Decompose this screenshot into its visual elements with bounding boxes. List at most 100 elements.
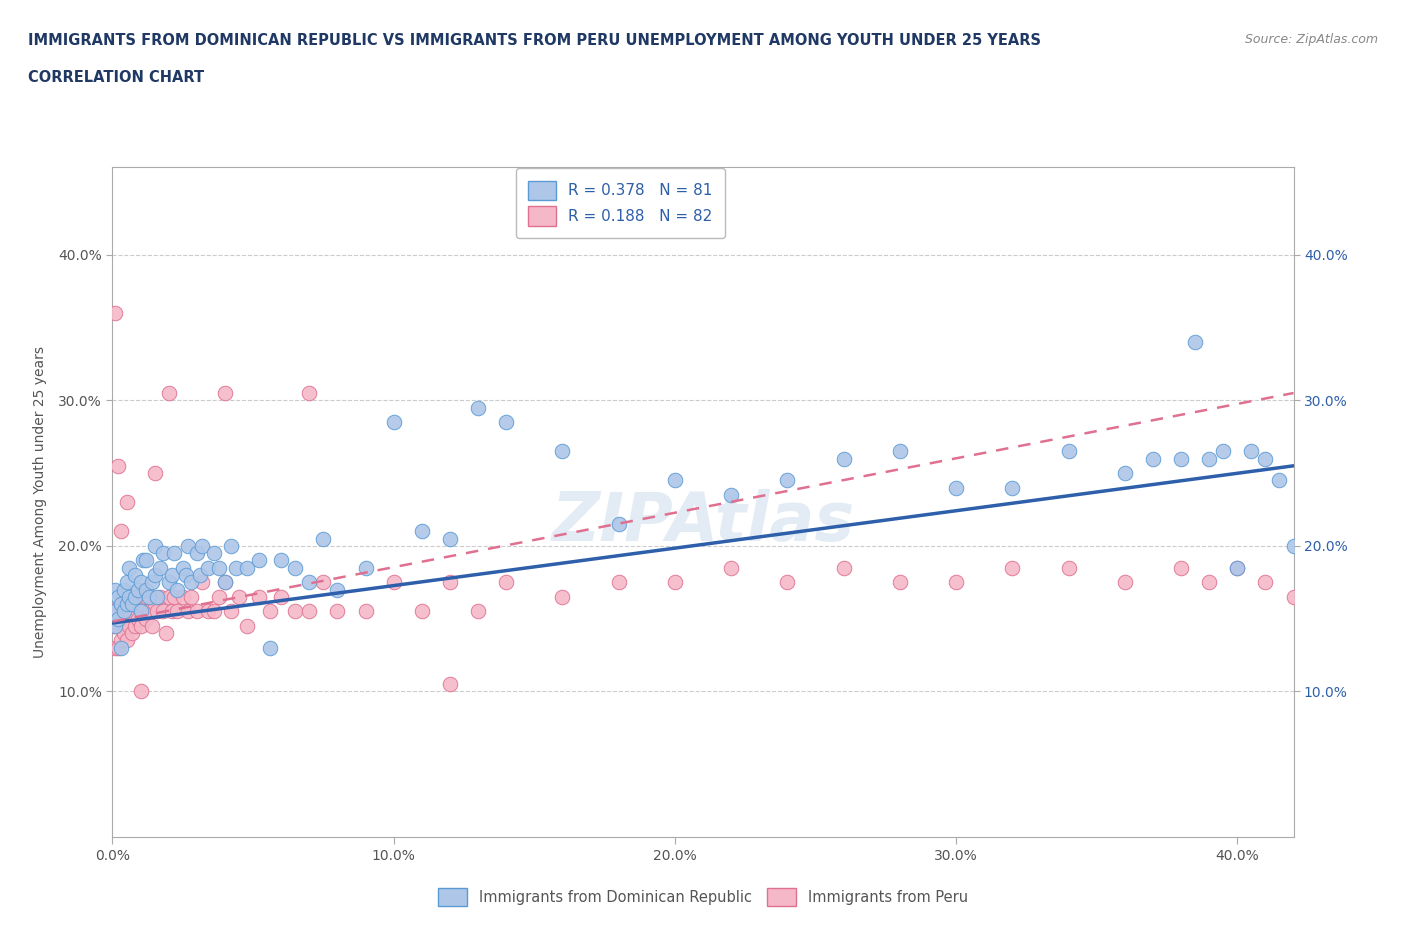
Point <box>889 444 911 458</box>
Point <box>298 575 321 590</box>
Point <box>1142 451 1164 466</box>
Point <box>1226 560 1249 575</box>
Point <box>155 626 177 641</box>
Point <box>720 487 742 502</box>
Text: ZIPAtlas: ZIPAtlas <box>551 489 855 555</box>
Point <box>115 495 138 510</box>
Point <box>115 633 138 648</box>
Point <box>115 575 138 590</box>
Point <box>141 575 163 590</box>
Point <box>1170 560 1192 575</box>
Point <box>467 400 489 415</box>
Point <box>174 567 197 582</box>
Point <box>118 597 141 612</box>
Point <box>219 538 242 553</box>
Point <box>101 618 124 633</box>
Point <box>720 560 742 575</box>
Point <box>104 618 127 633</box>
Point <box>236 618 259 633</box>
Point <box>1114 575 1136 590</box>
Point <box>382 575 405 590</box>
Point <box>382 415 405 430</box>
Point <box>270 553 292 568</box>
Point <box>467 604 489 618</box>
Point <box>166 604 188 618</box>
Point <box>1268 473 1291 488</box>
Point <box>197 560 219 575</box>
Point <box>180 575 202 590</box>
Point <box>121 597 143 612</box>
Point <box>112 626 135 641</box>
Point <box>112 582 135 597</box>
Point <box>135 582 157 597</box>
Point <box>228 590 250 604</box>
Point <box>107 458 129 473</box>
Point <box>180 590 202 604</box>
Point <box>1001 560 1024 575</box>
Point <box>214 386 236 401</box>
Point <box>259 604 281 618</box>
Point <box>1057 444 1080 458</box>
Point <box>157 386 180 401</box>
Point <box>118 560 141 575</box>
Legend: R = 0.378   N = 81, R = 0.188   N = 82: R = 0.378 N = 81, R = 0.188 N = 82 <box>516 168 724 238</box>
Point <box>191 538 214 553</box>
Point <box>247 553 270 568</box>
Point <box>326 582 349 597</box>
Point <box>495 415 517 430</box>
Point <box>129 604 152 618</box>
Point <box>1226 560 1249 575</box>
Text: Source: ZipAtlas.com: Source: ZipAtlas.com <box>1244 33 1378 46</box>
Point <box>1240 444 1263 458</box>
Point <box>1254 575 1277 590</box>
Point <box>110 611 132 626</box>
Point <box>208 560 231 575</box>
Point <box>219 604 242 618</box>
Point <box>121 626 143 641</box>
Y-axis label: Unemployment Among Youth under 25 years: Unemployment Among Youth under 25 years <box>34 346 46 658</box>
Point <box>177 604 200 618</box>
Point <box>1184 335 1206 350</box>
Point <box>1001 480 1024 495</box>
Point <box>129 618 152 633</box>
Point <box>1254 451 1277 466</box>
Point <box>124 618 146 633</box>
Point <box>135 590 157 604</box>
Point <box>186 546 208 561</box>
Point <box>149 590 172 604</box>
Point <box>1212 444 1234 458</box>
Point <box>664 473 686 488</box>
Point <box>129 575 152 590</box>
Point <box>188 567 211 582</box>
Point <box>1198 575 1220 590</box>
Point <box>104 604 127 618</box>
Point <box>284 604 307 618</box>
Point <box>945 480 967 495</box>
Point <box>160 604 183 618</box>
Text: CORRELATION CHART: CORRELATION CHART <box>28 70 204 85</box>
Point <box>112 604 135 618</box>
Point <box>118 590 141 604</box>
Point <box>115 604 138 618</box>
Point <box>107 611 129 626</box>
Point <box>832 560 855 575</box>
Point <box>132 590 155 604</box>
Point <box>664 575 686 590</box>
Point <box>129 597 152 612</box>
Point <box>1170 451 1192 466</box>
Point <box>495 575 517 590</box>
Point <box>132 553 155 568</box>
Point <box>104 306 127 321</box>
Point <box>607 516 630 531</box>
Point <box>247 590 270 604</box>
Point <box>551 590 574 604</box>
Point <box>298 604 321 618</box>
Point <box>411 604 433 618</box>
Point <box>326 604 349 618</box>
Point <box>152 546 174 561</box>
Point <box>202 604 225 618</box>
Point <box>149 560 172 575</box>
Point <box>138 590 160 604</box>
Point <box>143 567 166 582</box>
Point <box>439 531 461 546</box>
